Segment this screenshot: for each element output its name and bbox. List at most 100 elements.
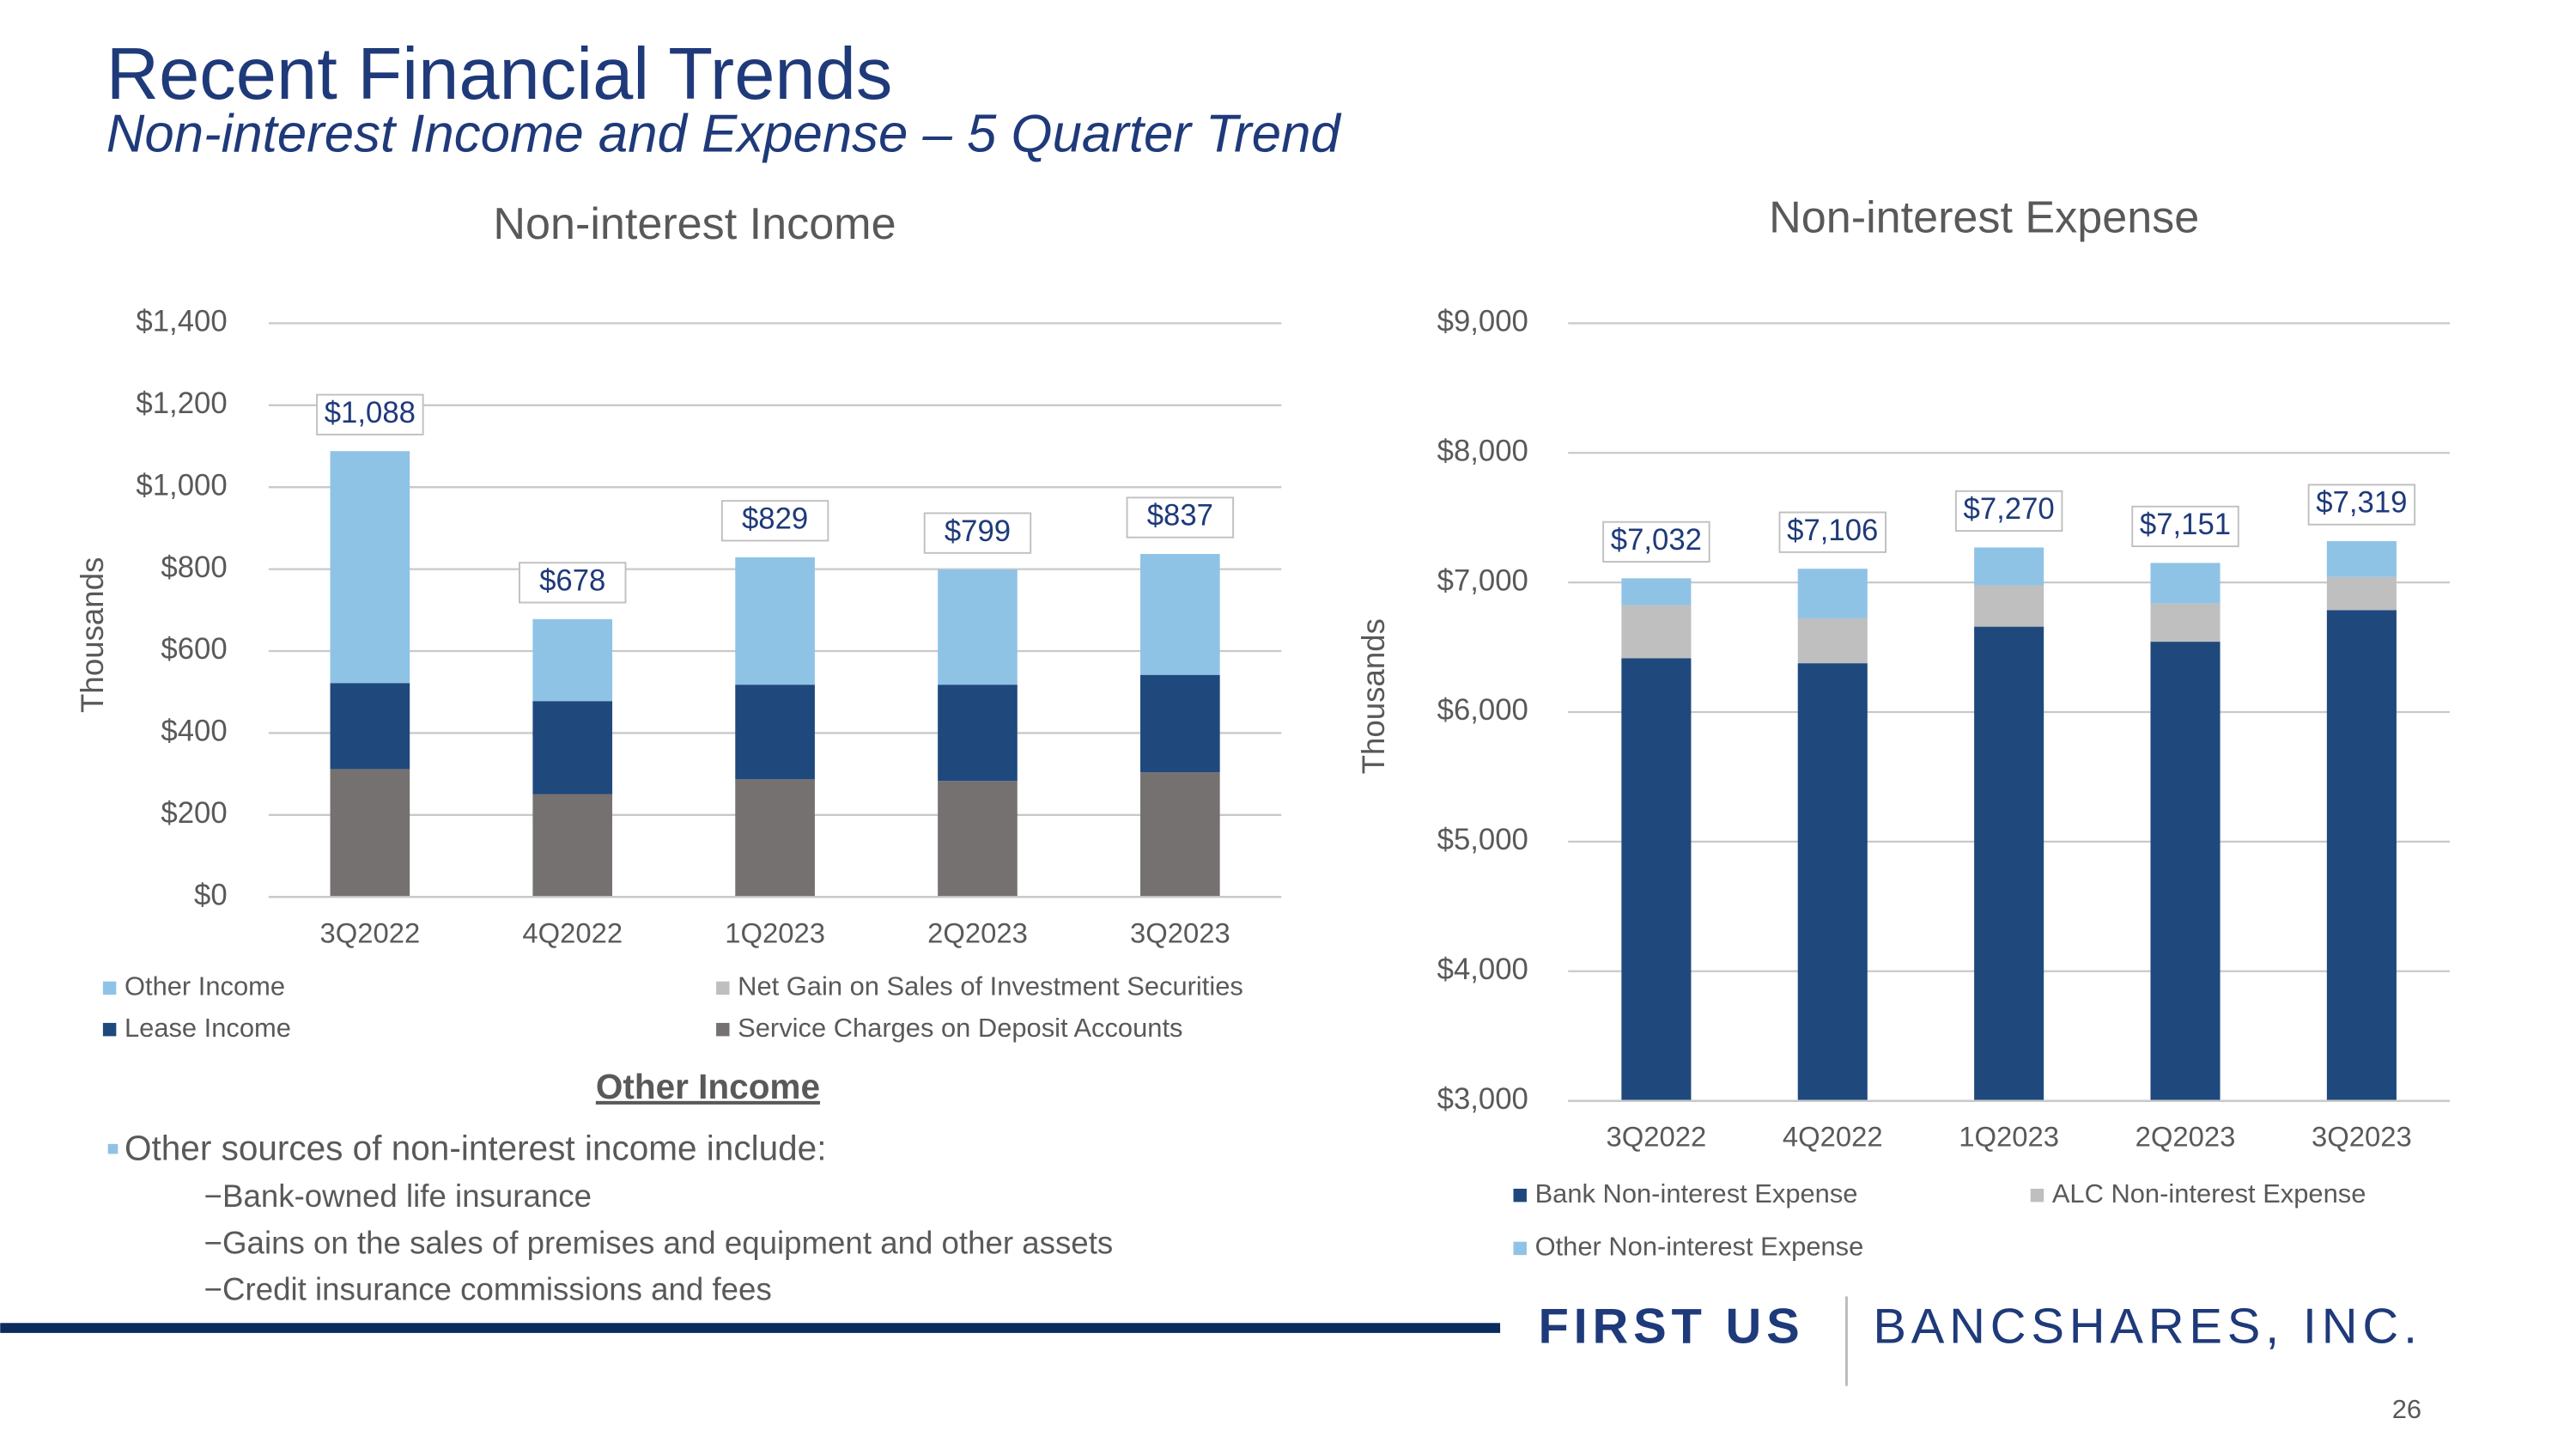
legend-swatch	[102, 1022, 117, 1037]
bar-segment	[2326, 576, 2397, 611]
logo-bold: FIRST US	[1538, 1299, 1804, 1354]
y-tick-label: $800	[161, 551, 227, 584]
bar-segment	[532, 618, 613, 702]
y-tick-label: $5,000	[1437, 824, 1528, 856]
bar-segment	[330, 451, 410, 684]
subtitle: Non-interest Income and Expense – 5 Quar…	[106, 105, 1342, 164]
y-tick-label: $7,000	[1437, 564, 1528, 597]
chart-title: Non-interest Income	[493, 199, 896, 249]
bar-segment	[1621, 658, 1692, 1101]
x-tick-label: 1Q2023	[1959, 1121, 2059, 1153]
bar-segment	[532, 794, 613, 898]
bar-segment	[2326, 541, 2397, 577]
total-label: $678	[539, 565, 605, 598]
notes-item: −Bank-owned life insurance	[204, 1178, 592, 1214]
bar-segment	[532, 701, 613, 795]
bar-segment	[1140, 553, 1220, 675]
x-tick-label: 4Q2022	[1783, 1121, 1883, 1153]
x-tick-label: 2Q2023	[2136, 1121, 2236, 1153]
total-label: $7,151	[2140, 508, 2231, 541]
total-label: $7,319	[2316, 487, 2407, 520]
y-axis-label: Thousands	[75, 557, 110, 713]
total-label: $799	[945, 515, 1011, 548]
y-tick-label: $3,000	[1437, 1083, 1528, 1116]
legend-label: Other Income	[125, 971, 285, 1002]
y-tick-label: $1,400	[136, 306, 227, 338]
title: Recent Financial Trends	[106, 33, 893, 114]
legend-swatch	[1513, 1241, 1527, 1256]
bar-segment	[330, 683, 410, 770]
y-tick-label: $0	[194, 879, 228, 911]
bar-segment	[735, 685, 815, 780]
bar-segment	[1797, 618, 1868, 664]
total-label-box	[923, 512, 1032, 554]
total-label-box	[2307, 484, 2416, 526]
x-tick-label: 3Q2022	[1607, 1121, 1707, 1153]
y-tick-label: $200	[161, 797, 227, 830]
y-tick-label: $8,000	[1437, 435, 1528, 467]
total-label-box	[1602, 521, 1710, 563]
total-label: $837	[1147, 500, 1213, 533]
legend-swatch	[102, 981, 117, 995]
legend-label: Other Non-interest Expense	[1535, 1232, 1864, 1262]
bar-segment	[735, 557, 815, 685]
bar-segment	[1140, 674, 1220, 773]
bar-segment	[1974, 626, 2044, 1101]
bar-segment	[1974, 585, 2044, 627]
bar-segment	[1974, 547, 2044, 586]
bar-segment	[735, 779, 815, 898]
total-label-box	[518, 562, 627, 604]
x-tick-label: 3Q2023	[2312, 1121, 2412, 1153]
bar-segment	[330, 769, 410, 898]
total-label: $7,032	[1611, 524, 1702, 557]
x-tick-label: 4Q2022	[522, 916, 623, 948]
legend-label: Net Gain on Sales of Investment Securiti…	[738, 971, 1243, 1002]
total-label: $1,088	[325, 397, 416, 429]
bar-segment	[2150, 563, 2221, 604]
legend-label: Bank Non-interest Expense	[1535, 1178, 1858, 1209]
bar-segment	[938, 569, 1018, 685]
bar-segment	[2326, 610, 2397, 1101]
y-tick-label: $1,200	[136, 387, 227, 420]
bar-segment	[1797, 569, 1868, 618]
notes-item: −Gains on the sales of premises and equi…	[204, 1225, 1114, 1260]
x-tick-label: 3Q2022	[319, 916, 420, 948]
legend-swatch	[716, 981, 730, 995]
y-tick-label: $1,000	[136, 469, 227, 502]
legend-label: Service Charges on Deposit Accounts	[738, 1013, 1182, 1043]
bar-segment	[938, 781, 1018, 898]
notes-intro: Other sources of non-interest income inc…	[125, 1128, 826, 1167]
total-label-box	[720, 500, 829, 542]
y-axis-label: Thousands	[1356, 618, 1391, 774]
bar-segment	[1140, 772, 1220, 898]
notes-heading: Other Income	[596, 1067, 820, 1106]
total-label: $829	[742, 502, 808, 535]
y-tick-label: $600	[161, 633, 227, 666]
y-tick-label: $9,000	[1437, 306, 1528, 338]
legend-swatch	[716, 1022, 730, 1037]
bar-segment	[938, 685, 1018, 782]
x-tick-label: 2Q2023	[927, 916, 1028, 948]
bar-segment	[1621, 578, 1692, 606]
legend-swatch	[1513, 1188, 1527, 1202]
notes-item: −Credit insurance commissions and fees	[204, 1271, 772, 1306]
x-tick-label: 3Q2023	[1130, 916, 1230, 948]
total-label-box	[1954, 490, 2063, 533]
bar-segment	[1797, 663, 1868, 1101]
total-label: $7,270	[1964, 493, 2055, 526]
total-label-box	[1778, 511, 1886, 553]
page-number: 26	[2392, 1394, 2421, 1424]
x-tick-label: 1Q2023	[725, 916, 825, 948]
footer-bar	[0, 1323, 1501, 1333]
legend-swatch	[2030, 1188, 2044, 1202]
bar-segment	[2150, 642, 2221, 1101]
chart-title: Non-interest Expense	[1769, 192, 2199, 242]
bullet	[107, 1143, 118, 1154]
bar-segment	[2150, 603, 2221, 642]
y-tick-label: $4,000	[1437, 953, 1528, 986]
total-label-box	[316, 393, 424, 435]
y-tick-label: $400	[161, 715, 227, 748]
legend-label: ALC Non-interest Expense	[2052, 1178, 2366, 1209]
